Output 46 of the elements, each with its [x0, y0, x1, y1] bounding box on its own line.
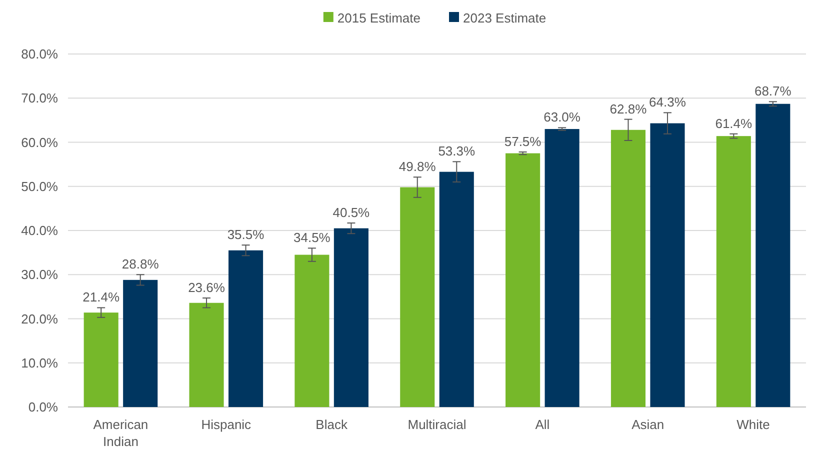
bar: [294, 254, 330, 407]
y-tick-label: 10.0%: [21, 355, 58, 370]
bar: [439, 172, 474, 407]
x-tick-label: American Indian: [93, 417, 148, 449]
x-tick-label: Hispanic: [201, 417, 252, 432]
legend-label: 2015 Estimate: [337, 10, 421, 26]
x-tick-label: White: [736, 417, 770, 432]
data-label: 34.5%: [294, 230, 331, 246]
data-label: 40.5%: [332, 205, 370, 220]
bar: [610, 130, 646, 407]
bar: [189, 302, 224, 407]
bar: [84, 312, 118, 407]
data-label: 62.8%: [610, 101, 648, 116]
legend-label: 2023 Estimate: [463, 10, 546, 26]
bar: [650, 123, 685, 407]
x-tick-label: Multiracial: [408, 417, 466, 432]
y-tick-label: 30.0%: [21, 267, 58, 282]
y-tick-label: 60.0%: [21, 134, 58, 150]
data-label: 53.3%: [438, 144, 476, 159]
data-label: 49.8%: [398, 159, 436, 174]
x-tick-label: Asian: [632, 417, 664, 432]
y-tick-label: 80.0%: [21, 46, 58, 62]
bar: [228, 250, 264, 407]
y-tick-label: 0.0%: [28, 400, 58, 415]
data-label: 21.4%: [82, 290, 120, 305]
data-label: 64.3%: [649, 94, 686, 110]
data-label: 28.8%: [122, 256, 160, 272]
bar: [716, 136, 751, 407]
y-tick-label: 20.0%: [21, 311, 58, 326]
data-label: 61.4%: [715, 116, 753, 131]
bar: [756, 104, 790, 407]
data-label: 68.7%: [754, 84, 792, 99]
bar: [400, 187, 435, 407]
data-label: 23.6%: [188, 280, 226, 296]
bar: [544, 129, 580, 407]
y-tick-label: 40.0%: [21, 223, 58, 238]
data-label: 63.0%: [544, 110, 581, 125]
x-tick-label: Black: [316, 417, 348, 432]
data-label: 35.5%: [227, 227, 265, 242]
y-tick-label: 70.0%: [21, 90, 58, 106]
x-tick-label: All: [535, 417, 550, 432]
bar: [334, 228, 368, 407]
data-label: 57.5%: [504, 134, 542, 149]
bar: [506, 153, 540, 407]
bar: [123, 280, 158, 407]
y-tick-label: 50.0%: [21, 178, 58, 194]
